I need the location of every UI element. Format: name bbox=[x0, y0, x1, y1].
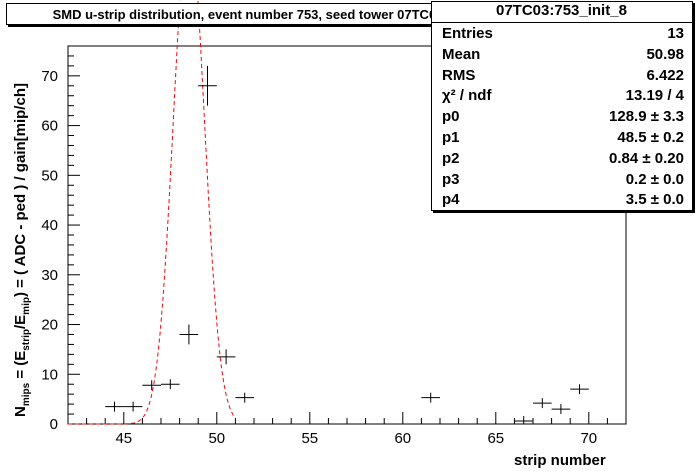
y-tick-label: 50 bbox=[41, 167, 58, 184]
stats-row: p4 3.5 ± 0.0 bbox=[442, 190, 684, 210]
x-tick-label: 50 bbox=[208, 430, 225, 447]
stats-value: 50.98 bbox=[646, 45, 684, 63]
stats-value: 0.84 ± 0.20 bbox=[609, 149, 684, 167]
stats-label: p1 bbox=[442, 129, 460, 146]
stats-value: 13.19 / 4 bbox=[625, 87, 684, 105]
data-point bbox=[216, 349, 236, 365]
stats-value: 48.5 ± 0.2 bbox=[617, 129, 684, 146]
x-tick-label: 60 bbox=[394, 430, 411, 447]
data-point bbox=[105, 401, 124, 412]
stats-row: p1 48.5 ± 0.2 bbox=[442, 128, 684, 148]
y-tick-label: 70 bbox=[41, 68, 58, 85]
x-tick-label: 45 bbox=[115, 430, 132, 447]
stats-value: 3.5 ± 0.0 bbox=[625, 191, 684, 209]
stats-row: Mean 50.98 bbox=[442, 45, 684, 65]
data-point bbox=[551, 404, 571, 415]
stats-row: χ² / ndf 13.19 / 4 bbox=[442, 86, 684, 106]
y-tick-label: 40 bbox=[41, 217, 58, 234]
stats-label: p4 bbox=[442, 191, 460, 209]
stats-label: p3 bbox=[442, 170, 460, 188]
data-point bbox=[570, 384, 589, 395]
y-tick-label: 10 bbox=[41, 366, 58, 383]
stats-row: RMS 6.422 bbox=[442, 66, 684, 86]
stats-label: p0 bbox=[442, 108, 460, 126]
y-tick-label: 0 bbox=[50, 416, 58, 433]
data-point bbox=[179, 324, 199, 345]
x-tick-label: 65 bbox=[487, 430, 504, 447]
stats-value: 13 bbox=[667, 25, 684, 42]
data-point bbox=[421, 392, 440, 403]
data-point bbox=[142, 380, 161, 391]
stats-row: p2 0.84 ± 0.20 bbox=[442, 149, 684, 169]
y-tick-label: 30 bbox=[41, 267, 58, 284]
data-point bbox=[123, 401, 143, 412]
x-tick-label: 55 bbox=[301, 430, 318, 447]
fit-curve bbox=[68, 0, 236, 425]
stats-box: 07TC03:753_init_8 Entries 13 Mean 50.98 RMS 6… bbox=[431, 1, 693, 211]
y-tick-label: 20 bbox=[41, 317, 58, 334]
stats-label: Entries bbox=[442, 25, 493, 42]
stats-row: p0 128.9 ± 3.3 bbox=[442, 107, 684, 127]
stats-value: 6.422 bbox=[646, 66, 684, 84]
y-tick-label: 60 bbox=[41, 118, 58, 135]
data-point bbox=[533, 398, 552, 409]
stats-label: χ² / ndf bbox=[442, 87, 492, 105]
data-point bbox=[198, 65, 217, 106]
data-point bbox=[235, 392, 254, 403]
stats-value: 0.2 ± 0.0 bbox=[625, 170, 684, 188]
data-point bbox=[514, 416, 533, 424]
axes: 45 50 55 60 65 70 0 10 20 30 40 50 60 70 bbox=[41, 45, 627, 447]
stats-separator bbox=[432, 22, 692, 23]
x-axis-label: strip number bbox=[514, 452, 606, 469]
stats-label: Mean bbox=[442, 45, 481, 63]
stats-row: Entries 13 bbox=[442, 24, 684, 44]
stats-name: 07TC03:753_init_8 bbox=[496, 2, 627, 19]
stats-row: p3 0.2 ± 0.0 bbox=[442, 170, 684, 190]
data-point bbox=[161, 379, 180, 390]
stats-label: p2 bbox=[442, 149, 460, 167]
fit-curve-layer bbox=[68, 0, 236, 425]
chart-title: SMD u-strip distribution, event number 7… bbox=[6, 3, 490, 25]
stats-value: 128.9 ± 3.3 bbox=[609, 108, 684, 126]
stats-label: RMS bbox=[442, 66, 476, 84]
data-points-layer bbox=[105, 65, 589, 424]
y-axis-label: Nmips = (Estrip/Emip) = ( ADC - ped ) / … bbox=[12, 83, 32, 417]
x-tick-label: 70 bbox=[580, 430, 597, 447]
